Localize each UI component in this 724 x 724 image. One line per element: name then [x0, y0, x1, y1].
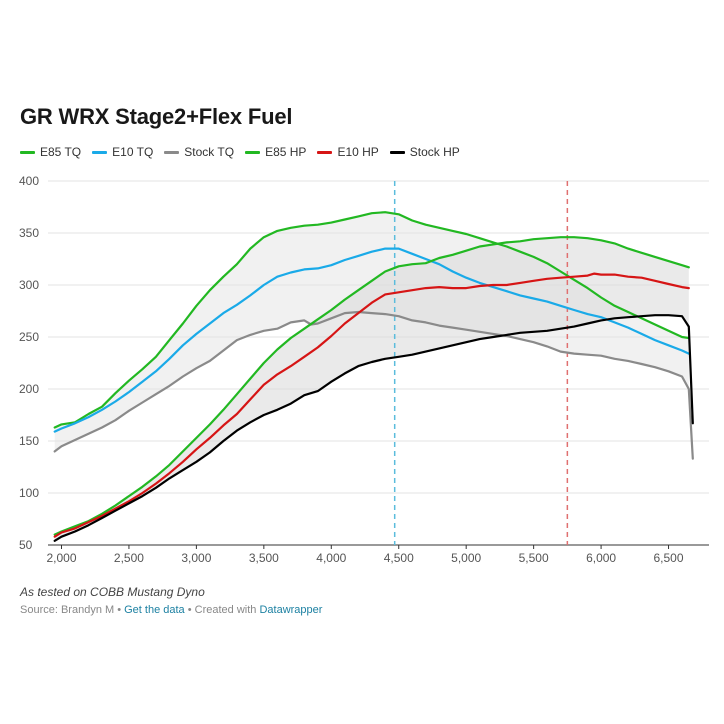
series-line-e85-tq [53, 211, 690, 429]
x-tick-label: 6,500 [654, 551, 684, 565]
datawrapper-link[interactable]: Datawrapper [259, 604, 323, 616]
series-line-stock-tq [53, 310, 694, 460]
legend-label: E10 HP [337, 145, 379, 159]
chart-footer: Source: Brandyn M • Get the data • Creat… [20, 604, 322, 616]
legend-item-e10-hp: E10 HP [317, 145, 379, 159]
source-text: Source: Brandyn M [20, 604, 115, 616]
y-tick-label: 150 [19, 434, 39, 448]
legend-swatch [92, 150, 108, 154]
x-tick-label: 2,000 [46, 551, 76, 565]
y-tick-label: 400 [19, 174, 39, 188]
x-tick-label: 6,000 [586, 551, 616, 565]
x-tick-label: 3,500 [249, 551, 279, 565]
legend-swatch [389, 150, 405, 154]
legend-label: E10 TQ [112, 145, 154, 159]
y-tick-label: 350 [19, 226, 39, 240]
shade-layer [54, 212, 689, 541]
y-tick-label: 250 [19, 330, 39, 344]
series-line-e10-tq [53, 247, 690, 433]
separator: • [114, 604, 125, 616]
reference-lines [393, 181, 569, 545]
legend: E85 TQ E10 TQ Stock TQ E85 HP E10 HP Sto… [20, 145, 471, 159]
series-line-e10-hp [53, 272, 690, 538]
x-tick-label: 5,000 [451, 551, 481, 565]
x-tick-label: 5,500 [519, 551, 549, 565]
legend-label: Stock TQ [184, 145, 235, 159]
legend-item-e85-tq: E85 TQ [20, 145, 81, 159]
series-line-e85-hp [53, 236, 690, 536]
y-tick-label: 300 [19, 278, 39, 292]
legend-label: E85 HP [265, 145, 307, 159]
x-tick-label: 3,000 [181, 551, 211, 565]
y-tick-label: 100 [19, 486, 39, 500]
legend-label: E85 TQ [40, 145, 82, 159]
axis-labels: 50 100 150 200 250 300 350 400 2,000 2,500 3,000 3,… [19, 174, 684, 565]
x-tick-label: 2,500 [114, 551, 144, 565]
legend-swatch [317, 150, 333, 154]
chart-title: GR WRX Stage2+Flex Fuel [20, 104, 293, 129]
chart-notes: As tested on COBB Mustang Dyno [20, 585, 205, 599]
legend-item-stock-tq: Stock TQ [164, 145, 234, 159]
y-tick-label: 50 [19, 538, 33, 552]
y-tick-label: 200 [19, 382, 39, 396]
x-tick-label: 4,000 [316, 551, 346, 565]
series-layer [53, 211, 694, 542]
legend-item-stock-hp: Stock HP [389, 145, 460, 159]
legend-swatch [245, 150, 261, 154]
legend-swatch [20, 150, 35, 154]
legend-item-e85-hp: E85 HP [245, 145, 306, 159]
shaded-range [54, 237, 689, 541]
x-tick-label: 4,500 [384, 551, 414, 565]
get-data-link[interactable]: Get the data [124, 604, 185, 616]
legend-item-e10-tq: E10 TQ [92, 145, 153, 159]
created-with-text: • Created with [184, 604, 260, 616]
legend-swatch [164, 150, 180, 154]
series-line-stock-hp [53, 314, 694, 542]
legend-label: Stock HP [409, 145, 460, 159]
